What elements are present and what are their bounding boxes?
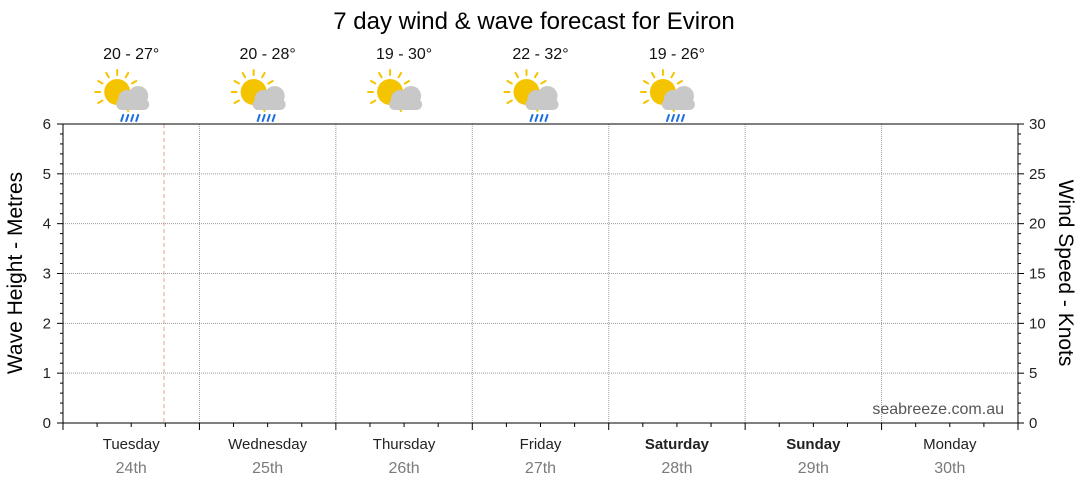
right-tick-label: 20 (1029, 216, 1046, 233)
partly-cloudy-showers-icon (230, 69, 286, 122)
plot-frame (62, 123, 1019, 424)
sun-ray (97, 99, 104, 104)
sun-ray (233, 80, 240, 85)
date-label: 24th (116, 460, 147, 477)
temperature-range: 22 - 32° (512, 46, 568, 63)
sun-ray (533, 71, 539, 79)
grid-lines (63, 124, 1018, 423)
rain-drop (135, 114, 140, 122)
left-tick-label: 4 (43, 216, 51, 233)
sun-ray (642, 80, 650, 85)
partly-cloudy-showers-icon (94, 69, 150, 122)
temperature-range: 19 - 30° (376, 46, 432, 63)
sun-ray (650, 71, 656, 79)
sun-ray (130, 80, 138, 85)
sun-ray (124, 71, 130, 79)
chart-title: 7 day wind & wave forecast for Eviron (333, 8, 735, 35)
forecast-row: 20 - 27° 20 - 28° 19 - 30° 22 - 32° 19 - 26° (94, 46, 705, 122)
date-label: 29th (798, 460, 829, 477)
cloud-base (525, 99, 559, 110)
left-axis-title: Wave Height - Metres (4, 172, 27, 374)
rain-drop (125, 114, 130, 122)
right-tick-label: 0 (1029, 415, 1037, 432)
left-tick-label: 2 (43, 315, 51, 332)
right-tick-label: 25 (1029, 166, 1046, 183)
rain-drop (256, 114, 261, 122)
temperature-range: 19 - 26° (649, 46, 705, 63)
rain-drop (670, 114, 675, 122)
cloud-base (252, 99, 286, 110)
sun-ray (241, 71, 247, 79)
sun-ray (676, 80, 683, 85)
day-label: Monday (923, 436, 977, 453)
right-tick-label: 15 (1029, 266, 1046, 283)
rain-drop (675, 114, 680, 122)
sun-ray (397, 71, 403, 79)
day-label: Thursday (373, 436, 436, 453)
partly-cloudy-showers-icon (639, 69, 695, 122)
sun-ray (370, 80, 377, 85)
left-tick-label: 3 (43, 266, 51, 283)
sun-ray (97, 80, 104, 85)
date-label: 30th (934, 460, 965, 477)
right-tick-label: 10 (1029, 315, 1046, 332)
sun-ray (105, 71, 110, 79)
partly-cloudy-showers-icon (503, 69, 559, 122)
cloud-base (116, 99, 150, 110)
rain-drop (120, 114, 125, 122)
day-label: Wednesday (228, 436, 307, 453)
sun-ray (506, 99, 513, 104)
sun-ray (670, 71, 675, 79)
temperature-range: 20 - 27° (103, 46, 159, 63)
sun-ray (514, 71, 519, 79)
sun-ray (506, 80, 513, 85)
rain-drop (680, 114, 685, 122)
date-label: 25th (252, 460, 283, 477)
rain-drop (266, 114, 271, 122)
left-axis: 0 1 2 3 4 5 6 (43, 116, 63, 432)
temperature-range: 20 - 28° (240, 46, 296, 63)
sun-ray (261, 71, 266, 79)
rain-drop (261, 114, 266, 122)
day-label: Sunday (786, 436, 841, 453)
cloud-base (661, 99, 695, 110)
left-tick-label: 6 (43, 116, 51, 133)
right-tick-label: 5 (1029, 365, 1037, 382)
right-axis-title: Wind Speed - Knots (1054, 180, 1077, 367)
left-tick-label: 5 (43, 166, 51, 183)
right-tick-label: 30 (1029, 116, 1046, 133)
left-tick-label: 0 (43, 415, 51, 432)
rain-drop (271, 114, 276, 122)
sun-ray (403, 80, 411, 85)
date-label: 27th (525, 460, 556, 477)
sun-ray (540, 80, 547, 85)
x-axis: Tuesday 24th Wednesday 25th Thursday 26th Frid… (62, 423, 1019, 477)
rain-drop (544, 114, 549, 122)
rain-drop (130, 114, 135, 122)
sun-ray (378, 71, 383, 79)
partly-cloudy-icon (367, 69, 423, 113)
date-label: 28th (661, 460, 692, 477)
rain-drop (534, 114, 539, 122)
rain-drop (529, 114, 534, 122)
rain-drop (539, 114, 544, 122)
left-tick-label: 1 (43, 365, 51, 382)
cloud-base (389, 99, 423, 110)
date-label: 26th (389, 460, 420, 477)
day-label: Tuesday (103, 436, 160, 453)
sun-ray (233, 99, 240, 104)
watermark: seabreeze.com.au (872, 401, 1004, 418)
sun-ray (370, 99, 377, 104)
sun-ray (267, 80, 274, 85)
rain-drop (665, 114, 670, 122)
right-axis: 0 5 10 15 20 25 30 (1018, 116, 1046, 432)
day-label: Friday (520, 436, 562, 453)
sun-ray (642, 99, 650, 104)
day-label: Saturday (645, 436, 710, 453)
